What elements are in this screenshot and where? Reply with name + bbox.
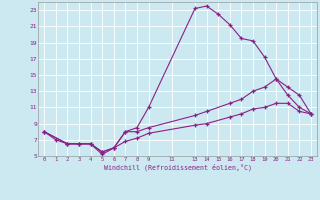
X-axis label: Windchill (Refroidissement éolien,°C): Windchill (Refroidissement éolien,°C) — [104, 164, 252, 171]
